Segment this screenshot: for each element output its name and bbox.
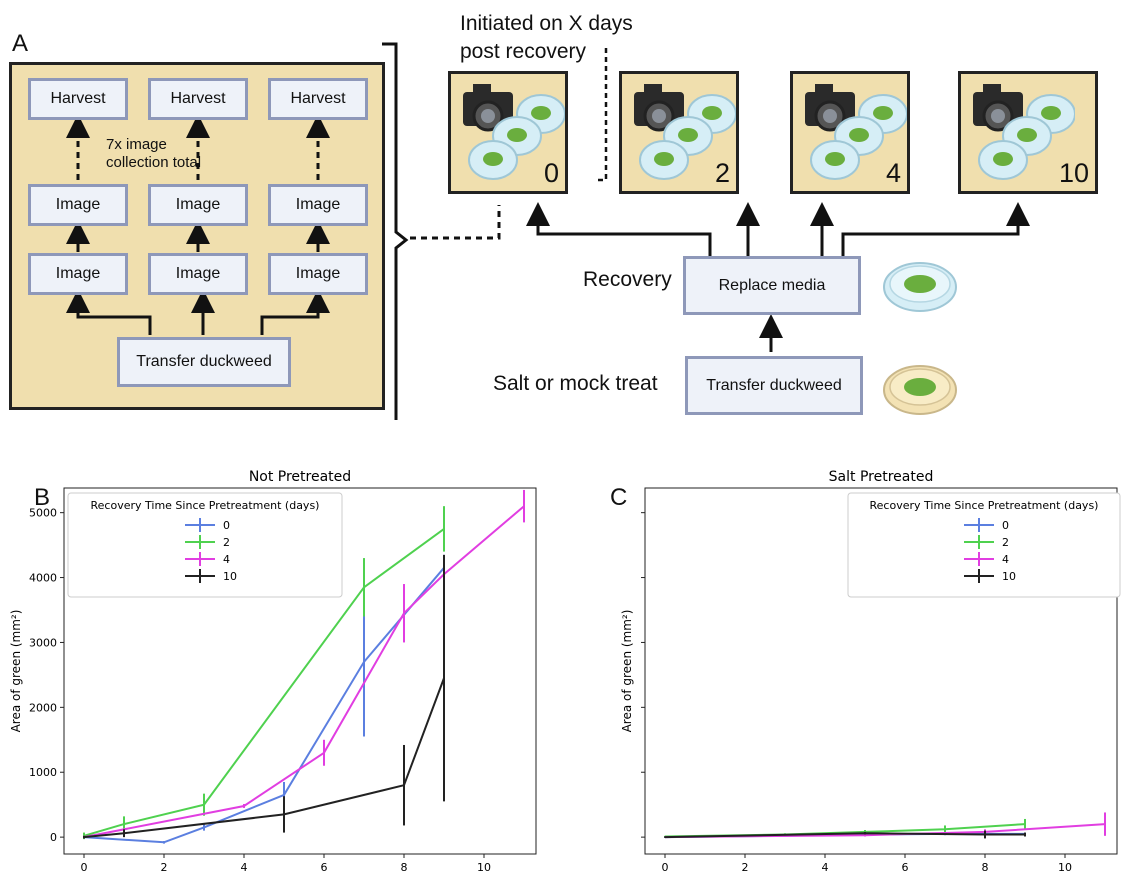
x-tick-label: 10 xyxy=(477,861,491,874)
y-tick-label: 3000 xyxy=(29,636,57,649)
x-tick-label: 8 xyxy=(401,861,408,874)
series-line xyxy=(83,505,525,839)
camera-dishes-icon xyxy=(973,84,1075,180)
x-tick-label: 10 xyxy=(1058,861,1072,874)
initiated-label: Initiated on X days post recovery xyxy=(460,10,633,66)
initiated-line2: post recovery xyxy=(460,40,587,63)
replace-media-box: Replace media xyxy=(683,256,861,315)
right-connectors xyxy=(410,48,1030,352)
chart-title: Salt Pretreated xyxy=(829,469,934,485)
legend-label: 4 xyxy=(223,553,230,566)
recovery-label: Recovery xyxy=(583,268,672,291)
image-box-top-3: Image xyxy=(268,184,368,226)
plot-frame xyxy=(644,487,1118,855)
series-line xyxy=(83,677,445,839)
camera-dishes-icon xyxy=(463,84,565,180)
panel-b-letter: B xyxy=(34,484,51,511)
legend-title: Recovery Time Since Pretreatment (days) xyxy=(91,499,320,512)
legend: Recovery Time Since Pretreatment (days) 0… xyxy=(67,492,343,598)
left-box-connectors xyxy=(66,42,409,420)
y-axis-label: Area of green (mm²) xyxy=(9,610,23,733)
plot-frame xyxy=(63,487,537,855)
legend-label: 2 xyxy=(1002,536,1009,549)
legend-label: 0 xyxy=(1002,519,1009,532)
x-tick-label: 6 xyxy=(321,861,328,874)
x-tick-label: 2 xyxy=(161,861,168,874)
series-0 xyxy=(83,554,445,844)
y-tick-label: 0 xyxy=(50,831,57,844)
image-count-note-line1: 7x image xyxy=(106,136,167,153)
chart-not-pretreated: Not Pretreated 0 2 4 6 8 10 0 1000 2000 3000 4000 50… xyxy=(9,469,537,875)
initiated-line1: Initiated on X days xyxy=(460,12,633,35)
x-tick-label: 4 xyxy=(822,861,829,874)
series-2 xyxy=(83,506,445,840)
harvest-box-3: Harvest xyxy=(268,78,368,120)
chart-title: Not Pretreated xyxy=(249,469,351,485)
image-box-top-1: Image xyxy=(28,184,128,226)
day-tile-10: 10 xyxy=(958,71,1098,194)
day-tile-2: 2 xyxy=(619,71,739,194)
x-tick-label: 4 xyxy=(241,861,248,874)
legend-label: 10 xyxy=(223,570,237,583)
x-tick-label: 0 xyxy=(81,861,88,874)
y-tick-label: 1000 xyxy=(29,766,57,779)
petri-dish-tan-icon xyxy=(883,365,957,415)
day-tile-2-label: 2 xyxy=(714,158,730,188)
x-tick-label: 6 xyxy=(902,861,909,874)
legend-frame xyxy=(67,492,343,598)
y-tick-label: 4000 xyxy=(29,572,57,585)
image-box-bottom-3: Image xyxy=(268,253,368,295)
y-axis-label: Area of green (mm²) xyxy=(620,610,634,733)
image-box-bottom-2: Image xyxy=(148,253,248,295)
day-tile-0: 0 xyxy=(448,71,568,194)
y-tick-label: 5000 xyxy=(29,507,57,520)
image-box-top-2: Image xyxy=(148,184,248,226)
series-10 xyxy=(664,830,1026,839)
day-tile-0-label: 0 xyxy=(543,158,559,188)
day-tile-4-label: 4 xyxy=(885,158,901,188)
series-line xyxy=(664,832,1025,839)
transfer-duckweed-box-left: Transfer duckweed xyxy=(117,337,291,387)
camera-dishes-icon xyxy=(634,84,736,180)
series-line xyxy=(83,567,445,844)
legend-title: Recovery Time Since Pretreatment (days) xyxy=(870,499,1099,512)
series-10 xyxy=(83,554,445,839)
harvest-box-1: Harvest xyxy=(28,78,128,120)
petri-dish-blue-icon xyxy=(883,262,957,312)
legend-label: 2 xyxy=(223,536,230,549)
legend-label: 4 xyxy=(1002,553,1009,566)
x-tick-label: 8 xyxy=(982,861,989,874)
panel-a-letter: A xyxy=(12,30,29,57)
panel-c-letter: C xyxy=(610,484,628,511)
legend-label: 0 xyxy=(223,519,230,532)
image-box-bottom-1: Image xyxy=(28,253,128,295)
x-tick-label: 2 xyxy=(742,861,749,874)
salt-or-mock-label: Salt or mock treat xyxy=(493,372,658,395)
legend-frame xyxy=(847,492,1121,598)
transfer-duckweed-box-right: Transfer duckweed xyxy=(685,356,863,415)
x-tick-label: 0 xyxy=(662,861,669,874)
harvest-box-2: Harvest xyxy=(148,78,248,120)
day-tile-4: 4 xyxy=(790,71,910,194)
legend-label: 10 xyxy=(1002,570,1016,583)
day-tile-10-label: 10 xyxy=(1058,158,1089,188)
camera-dishes-icon xyxy=(805,84,907,180)
legend: Recovery Time Since Pretreatment (days) 0… xyxy=(847,492,1121,598)
image-count-note: 7x image collection total xyxy=(106,136,201,172)
image-count-note-line2: collection total xyxy=(106,154,202,171)
chart-salt-pretreated: Salt Pretreated0246810Days Since Splitti… xyxy=(620,469,1121,875)
y-tick-label: 2000 xyxy=(29,701,57,714)
